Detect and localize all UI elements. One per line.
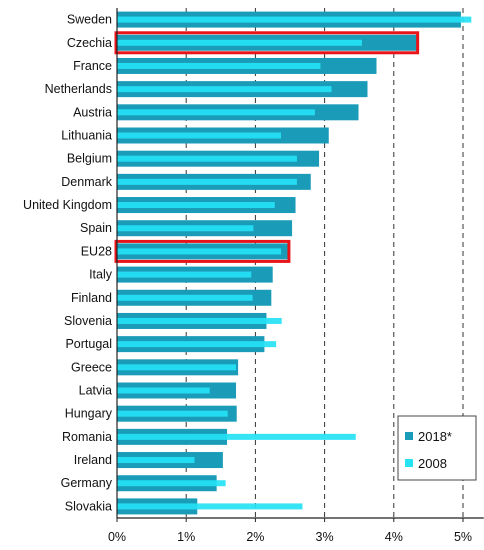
bar-2008-spain — [117, 225, 254, 232]
bar-2008-hungary — [117, 410, 228, 417]
highlight-box-eu28 — [114, 239, 291, 263]
bar-2008-slovakia — [117, 503, 303, 510]
category-label: Greece — [71, 360, 112, 374]
category-label: Latvia — [79, 384, 112, 398]
bar-2008-sweden — [117, 16, 472, 23]
bar-2008-belgium — [117, 155, 297, 162]
highlight-boxes — [114, 31, 420, 263]
category-label: Sweden — [67, 13, 112, 27]
category-label: Spain — [80, 221, 112, 235]
bar-2008-lithuania — [117, 132, 282, 139]
legend-label-2018: 2018* — [418, 429, 452, 444]
legend: 2018* 2008 — [397, 415, 477, 481]
category-label: France — [73, 59, 112, 73]
category-label: Netherlands — [45, 82, 112, 96]
legend-label-2008: 2008 — [418, 456, 447, 471]
category-label: Portugal — [65, 337, 112, 351]
category-label: Lithuania — [61, 129, 112, 143]
bar-2008-latvia — [117, 387, 210, 394]
legend-box — [397, 415, 477, 481]
legend-swatch-2008 — [405, 459, 413, 467]
bar-2008-eu28 — [117, 248, 282, 255]
bar-2008-france — [117, 62, 321, 69]
category-label: Germany — [61, 476, 113, 490]
x-tick-label: 3% — [316, 530, 334, 544]
bar-2008-portugal — [117, 341, 277, 348]
highlight-box-czechia — [114, 31, 420, 55]
category-label: EU28 — [81, 244, 112, 258]
bar-2008-denmark — [117, 178, 297, 185]
bar-2008-ireland — [117, 457, 195, 464]
bar-2008-italy — [117, 271, 252, 278]
x-axis: 0% 1% 2% 3% 4% 5% — [108, 8, 484, 544]
category-label: Denmark — [61, 175, 112, 189]
category-label: Italy — [89, 268, 113, 282]
category-label: United Kingdom — [23, 198, 112, 212]
legend-swatch-2018 — [405, 432, 413, 440]
bar-2008-united-kingdom — [117, 202, 275, 209]
category-label: Finland — [71, 291, 112, 305]
category-label: Czechia — [67, 36, 112, 50]
category-labels: Sweden Czechia France Netherlands Austria Lit… — [23, 13, 113, 514]
category-label: Austria — [73, 105, 112, 119]
bar-2008-czechia — [117, 39, 362, 46]
category-label: Belgium — [67, 152, 112, 166]
x-tick-label: 5% — [454, 530, 472, 544]
x-tick-label: 1% — [177, 530, 195, 544]
x-tick-label: 4% — [385, 530, 403, 544]
category-label: Hungary — [65, 407, 113, 421]
bars — [117, 11, 472, 515]
category-label: Slovakia — [65, 499, 112, 513]
category-label: Ireland — [74, 453, 112, 467]
bar-2008-germany — [117, 480, 226, 487]
category-label: Slovenia — [64, 314, 112, 328]
x-tick-label: 0% — [108, 530, 126, 544]
x-tick-label: 2% — [246, 530, 264, 544]
bar-2008-greece — [117, 364, 237, 371]
bar-2008-finland — [117, 294, 253, 301]
bar-2008-slovenia — [117, 317, 282, 324]
bar-2008-romania — [117, 433, 356, 440]
bar-2008-netherlands — [117, 86, 332, 93]
category-label: Romania — [62, 430, 112, 444]
bar-2008-austria — [117, 109, 315, 116]
